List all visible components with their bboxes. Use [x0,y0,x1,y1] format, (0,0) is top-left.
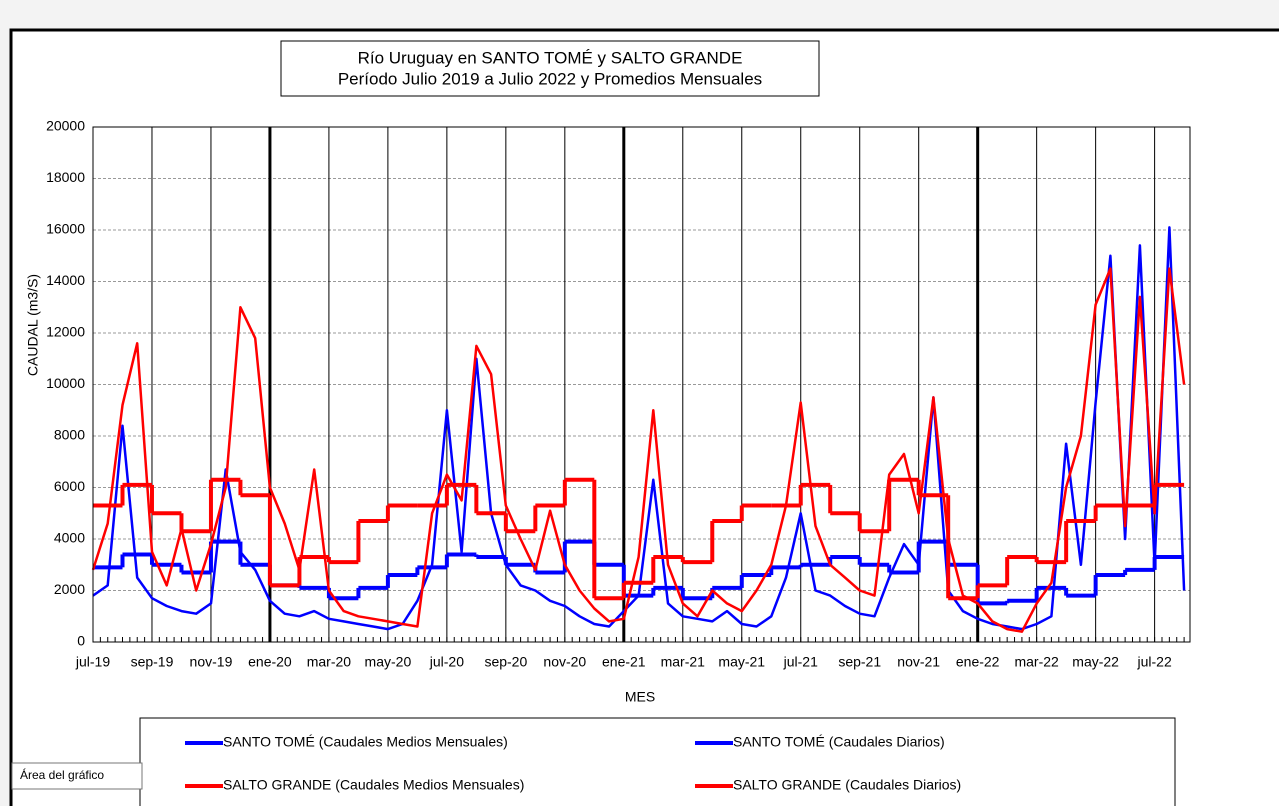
legend-label: SALTO GRANDE (Caudales Medios Mensuales) [223,777,524,793]
legend-label: SANTO TOMÉ (Caudales Medios Mensuales) [223,734,508,750]
y-tick-label: 0 [77,633,85,649]
x-tick-label: may-21 [718,654,765,670]
y-tick-label: 16000 [46,221,85,237]
tooltip-box [11,762,143,790]
x-tick-label: nov-20 [543,654,586,670]
x-tick-label: may-22 [1072,654,1119,670]
x-tick-label: may-20 [365,654,412,670]
x-tick-label: jul-22 [1136,654,1171,670]
x-tick-label: jul-20 [429,654,464,670]
y-tick-label: 20000 [46,118,85,134]
x-tick-label: ene-21 [602,654,646,670]
x-tick-label: sep-21 [838,654,881,670]
x-axis-label: MES [625,689,655,705]
x-tick-label: mar-20 [307,654,352,670]
x-tick-label: sep-20 [484,654,527,670]
daily-line [91,267,1186,633]
y-tick-label: 12000 [46,324,85,340]
y-tick-label: 10000 [46,375,85,391]
plot-frame [92,126,1191,643]
x-tick-label: nov-21 [897,654,940,670]
x-tick-label: nov-19 [190,654,233,670]
legend-box [139,717,1176,806]
y-tick-label: 4000 [54,530,85,546]
y-tick-label: 6000 [54,478,85,494]
x-tick-label: jul-21 [783,654,818,670]
x-tick-label: ene-22 [956,654,1000,670]
y-tick-label: 8000 [54,427,85,443]
x-tick-label: sep-19 [131,654,174,670]
y-tick-label: 18000 [46,169,85,185]
legend-label: SANTO TOMÉ (Caudales Diarios) [733,734,945,750]
y-tick-label: 14000 [46,272,85,288]
y-tick-label: 2000 [54,581,85,597]
title-box [280,40,820,97]
x-tick-label: ene-20 [248,654,292,670]
tooltip: Área del gráfico [20,767,104,782]
x-tick-label: mar-21 [661,654,706,670]
chart-title: Río Uruguay en SANTO TOMÉ y SALTO GRANDE [358,48,743,67]
chart-subtitle: Período Julio 2019 a Julio 2022 y Promed… [338,69,762,88]
x-tick-label: mar-22 [1014,654,1059,670]
y-axis-label: CAUDAL (m3/S) [25,274,41,376]
x-tick-label: jul-19 [75,654,110,670]
legend-label: SALTO GRANDE (Caudales Diarios) [733,777,961,793]
